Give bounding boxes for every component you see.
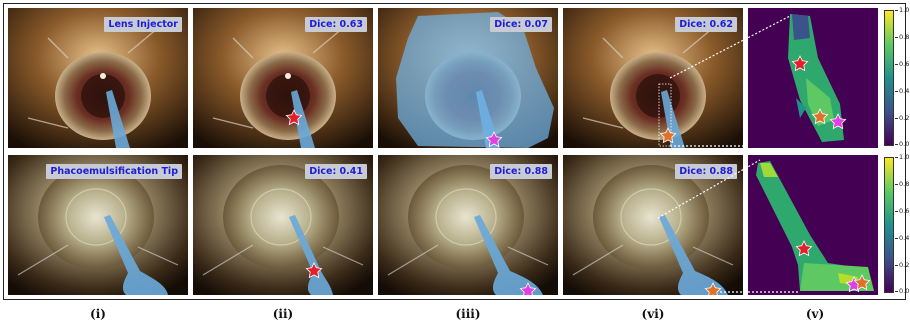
dice-badge: Dice: 0.88 <box>675 164 737 179</box>
orange-star-marker <box>811 108 829 125</box>
row2-panel2-image: Dice: 0.41 <box>193 155 373 295</box>
row1-panel3-image: Dice: 0.07 <box>378 8 558 148</box>
row2-tick: 0.8 <box>894 180 910 188</box>
row2-tick: 0.6 <box>894 207 910 215</box>
dice-badge: Dice: 0.07 <box>490 17 552 32</box>
eye-photo <box>193 155 373 295</box>
red-star-marker <box>285 109 303 126</box>
red-star-marker <box>791 55 809 72</box>
row2-panel4-image: Dice: 0.88 <box>563 155 743 295</box>
column-label-ii: (ii) <box>272 307 294 321</box>
row2-heatmap <box>748 155 878 295</box>
panel-badge: Lens Injector <box>104 17 182 32</box>
row2-colorbar <box>884 157 894 293</box>
red-star-marker <box>795 240 813 257</box>
eye-photo <box>378 155 558 295</box>
magenta-star-marker <box>485 131 503 148</box>
eye-photo <box>193 8 373 148</box>
row1-tick: 0.0 <box>894 140 910 148</box>
orange-star-marker <box>704 282 722 295</box>
row2-tick: 0.0 <box>894 287 910 295</box>
row1-panel4-image: Dice: 0.62 <box>563 8 743 148</box>
orange-star-marker <box>853 274 871 291</box>
dice-badge: Dice: 0.62 <box>675 17 737 32</box>
column-label-i: (i) <box>90 307 106 321</box>
row1-tick: 0.2 <box>894 114 910 122</box>
orange-star-marker <box>659 127 677 144</box>
column-label-vi: (vi) <box>641 307 665 321</box>
row1-tick: 0.8 <box>894 33 910 41</box>
column-label-v: (v) <box>805 307 825 321</box>
heatmap-mask <box>788 14 847 142</box>
row1-tick: 0.4 <box>894 87 910 95</box>
row2-tick: 0.4 <box>894 234 910 242</box>
segmentation-mask <box>396 12 554 148</box>
dice-badge: Dice: 0.41 <box>305 164 367 179</box>
row1-colorbar <box>884 10 894 146</box>
magenta-star-marker <box>829 113 847 130</box>
row1-tick: 1.0 <box>894 6 910 14</box>
row2-tick: 1.0 <box>894 153 910 161</box>
row1-tick: 0.6 <box>894 60 910 68</box>
magenta-star-marker <box>519 282 537 295</box>
row1-panel2-image: Dice: 0.63 <box>193 8 373 148</box>
row1-panel1-image: Lens Injector <box>8 8 188 148</box>
dice-badge: Dice: 0.63 <box>305 17 367 32</box>
dice-badge: Dice: 0.88 <box>490 164 552 179</box>
row1-heatmap <box>748 8 878 148</box>
row2-panel3-image: Dice: 0.88 <box>378 155 558 295</box>
red-star-marker <box>305 262 323 279</box>
row2-panel1-image: Phacoemulsification Tip <box>8 155 188 295</box>
column-label-iii: (iii) <box>455 307 481 321</box>
panel-badge: Phacoemulsification Tip <box>46 164 182 179</box>
heatmap-mask <box>756 161 874 293</box>
row2-tick: 0.2 <box>894 261 910 269</box>
